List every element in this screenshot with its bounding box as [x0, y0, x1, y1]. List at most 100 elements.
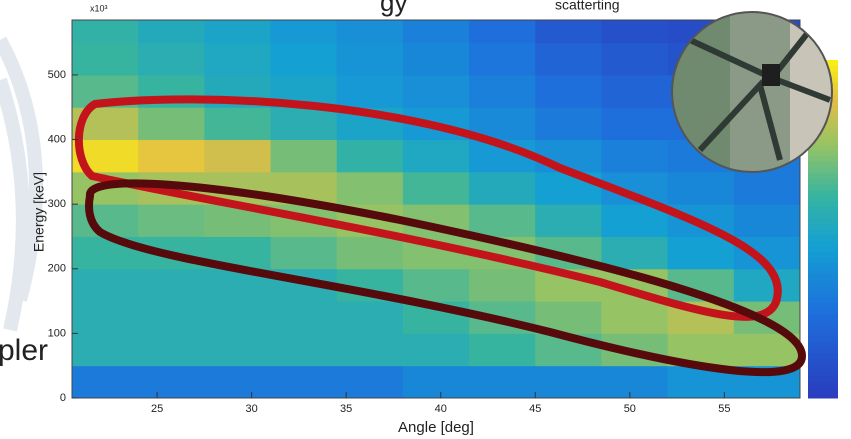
colorbar-step: [808, 178, 838, 185]
colorbar-step: [808, 369, 838, 376]
x-tick-label: 55: [718, 403, 730, 415]
heatmap-cell: [138, 20, 205, 44]
heatmap-cell: [204, 42, 272, 76]
heatmap-cell: [402, 171, 470, 205]
colorbar-step: [808, 364, 838, 371]
heatmap-cell: [535, 204, 602, 237]
y-tick-label: 200: [48, 263, 66, 275]
y-tick-label: 500: [48, 69, 66, 81]
colorbar-step: [808, 341, 838, 348]
heatmap-cell: [601, 365, 669, 398]
colorbar-step: [808, 200, 838, 207]
colorbar-step: [808, 279, 838, 286]
heatmap-cell: [535, 107, 602, 141]
heatmap-cell: [469, 42, 536, 76]
x-tick-label: 30: [246, 403, 258, 415]
heatmap-cell: [72, 268, 139, 302]
plot-frame: [71, 19, 801, 399]
heatmap-cell: [138, 107, 205, 141]
colorbar-step: [808, 257, 838, 264]
colorbar-step: [808, 234, 838, 241]
heatmap-cell: [402, 333, 470, 367]
heatmap-cell: [601, 74, 669, 108]
colorbar-step: [808, 240, 838, 247]
colorbar-step: [808, 330, 838, 337]
heatmap-cell: [270, 20, 338, 44]
colorbar-step: [808, 336, 838, 343]
heatmap-cell: [72, 301, 139, 334]
x-tick-label: 45: [529, 403, 541, 415]
colorbar-step: [808, 223, 838, 230]
colorbar-step: [808, 262, 838, 269]
heatmap-cell: [204, 107, 272, 141]
heatmap-cell: [601, 107, 669, 141]
heatmap-cell: [469, 20, 536, 44]
colorbar-step: [808, 195, 838, 202]
heatmap-cell: [601, 301, 669, 334]
y-multiplier: x10³: [90, 3, 108, 13]
heatmap-cell: [336, 301, 404, 334]
heatmap-cell: [138, 301, 205, 334]
y-tick-label: 100: [48, 327, 66, 339]
colorbar-step: [808, 217, 838, 224]
heatmap-cell: [72, 365, 139, 398]
colorbar-step: [808, 375, 838, 382]
x-tick-label: 25: [151, 403, 163, 415]
heatmap-cell: [402, 74, 470, 108]
colorbar-step: [808, 138, 838, 145]
colorbar-step: [808, 392, 838, 399]
heatmap-cell: [601, 42, 669, 76]
colorbar-step: [808, 206, 838, 213]
heatmap-cell: [72, 333, 139, 367]
heatmap-cell: [270, 42, 338, 76]
colorbar-step: [808, 245, 838, 253]
heatmap-cell: [138, 268, 205, 302]
colorbar-step: [808, 161, 838, 168]
colorbar-step: [808, 319, 838, 326]
y-tick-label: 300: [48, 198, 66, 210]
heatmap-cell: [469, 204, 536, 237]
heatmap-cell: [336, 365, 404, 398]
colorbar-step: [808, 144, 838, 151]
colorbar-step: [808, 381, 838, 388]
heatmap-cell: [601, 20, 669, 44]
colorbar-step: [808, 285, 838, 292]
x-axis-label: Angle [deg]: [398, 419, 474, 436]
heatmap-cell: [204, 139, 272, 173]
heatmap-cell: [336, 42, 404, 76]
heatmap-cell: [204, 20, 272, 44]
heatmap-cell: [733, 204, 800, 237]
heatmap-cell: [733, 268, 800, 302]
colorbar-step: [808, 313, 838, 320]
colorbar-step: [808, 150, 838, 157]
colorbar-step: [808, 229, 838, 236]
heatmap-cell: [270, 107, 338, 141]
heatmap-cell: [469, 171, 536, 205]
heatmap-cell: [402, 42, 470, 76]
heatmap-cell: [336, 171, 404, 205]
colorbar-step: [808, 324, 838, 331]
heatmap-cell: [204, 301, 272, 334]
x-tick-label: 40: [435, 403, 447, 415]
highlight-loop: [85, 179, 807, 377]
colorbar-step: [808, 307, 838, 314]
colorbar-step: [808, 386, 838, 393]
heatmap-cell: [469, 333, 536, 367]
overlay-text: pler: [0, 334, 48, 367]
heatmap-cell: [72, 42, 139, 76]
colorbar-step: [808, 296, 838, 303]
heatmap-cell: [402, 20, 470, 44]
heatmap-cell: [469, 268, 536, 302]
colorbar-step: [808, 352, 838, 360]
heatmap-cell: [138, 333, 205, 367]
heatmap-cell: [270, 236, 338, 270]
overlay-text: gy: [380, 0, 407, 17]
heatmap-cell: [402, 268, 470, 302]
colorbar-step: [808, 358, 838, 365]
heatmap-cell: [535, 20, 602, 44]
heatmap-cell: [402, 365, 470, 398]
heatmap-cell: [138, 139, 205, 173]
heatmap-cell: [535, 42, 602, 76]
heatmap-cell: [270, 301, 338, 334]
